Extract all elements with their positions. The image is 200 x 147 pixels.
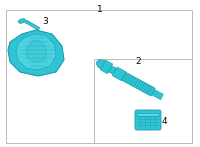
Polygon shape: [108, 66, 116, 75]
Polygon shape: [25, 20, 40, 30]
Polygon shape: [152, 90, 163, 100]
Polygon shape: [100, 60, 113, 74]
Bar: [94, 59, 192, 143]
Text: 4: 4: [162, 117, 168, 126]
Polygon shape: [18, 19, 26, 24]
FancyBboxPatch shape: [135, 110, 161, 130]
Polygon shape: [8, 30, 64, 76]
Polygon shape: [26, 40, 47, 62]
Polygon shape: [16, 34, 56, 70]
Polygon shape: [122, 72, 155, 96]
Text: 1: 1: [97, 5, 103, 14]
Text: 3: 3: [42, 16, 48, 25]
Ellipse shape: [96, 60, 110, 70]
Text: 2: 2: [135, 57, 141, 66]
Bar: [137, 113, 159, 116]
Polygon shape: [112, 67, 126, 81]
